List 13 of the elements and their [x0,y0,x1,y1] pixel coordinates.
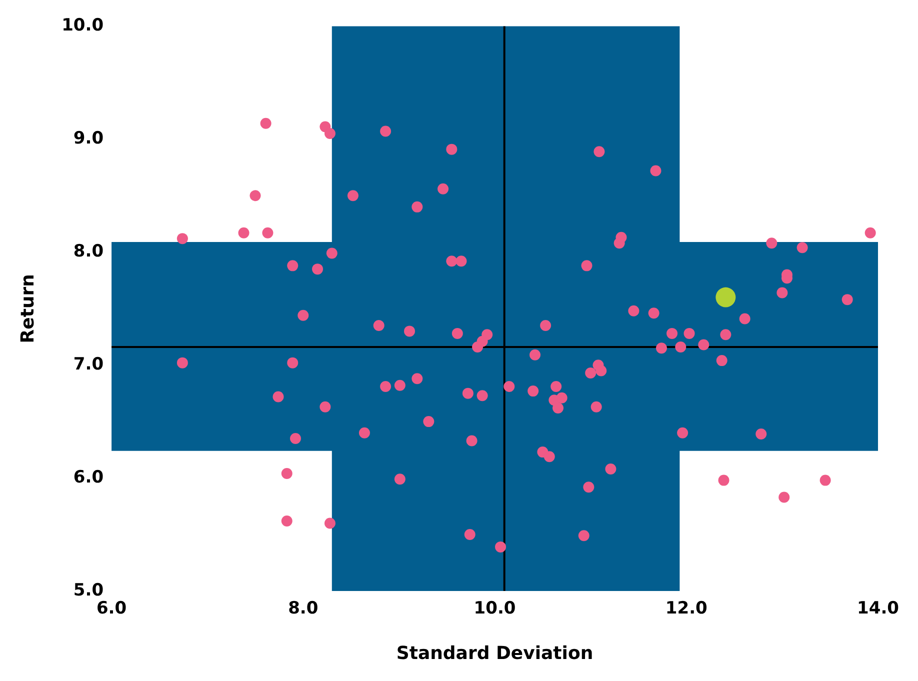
x-tick-label: 14.0 [857,598,900,619]
y-tick-label: 5.0 [73,580,104,600]
y-tick-label: 6.0 [73,467,104,488]
y-tick-label: 7.0 [73,354,104,374]
x-axis-title: Standard Deviation [396,642,594,664]
y-tick-label: 10.0 [62,16,104,36]
y-tick-label: 9.0 [73,128,104,149]
x-tick-label: 8.0 [288,598,318,619]
x-tick-label: 12.0 [665,598,708,619]
x-tick-label: 10.0 [474,598,516,619]
y-tick-label: 8.0 [73,242,104,262]
x-tick-label: 6.0 [96,598,127,619]
y-axis-title: Return [17,274,38,344]
